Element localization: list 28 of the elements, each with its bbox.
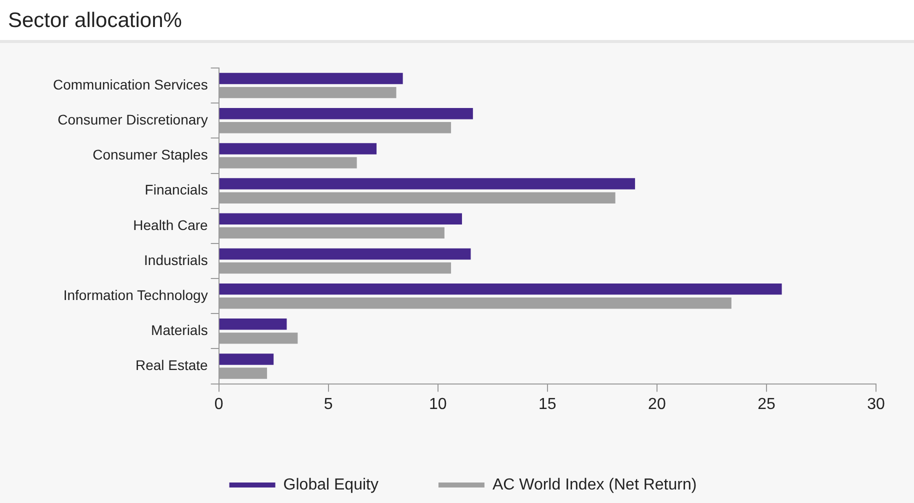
bar	[219, 283, 782, 295]
bar	[219, 72, 403, 84]
y-tick-label: Real Estate	[135, 357, 208, 374]
x-tick-label: 30	[867, 396, 885, 413]
y-tick-label: Health Care	[133, 216, 208, 233]
x-tick-label: 10	[428, 396, 447, 413]
bar	[219, 143, 377, 154]
bar	[219, 178, 636, 190]
legend-label: AC World Index (Net Return)	[492, 476, 697, 494]
bar	[219, 248, 471, 260]
x-tick-label: 20	[648, 396, 666, 413]
bar	[219, 213, 462, 224]
y-tick-label: Financials	[144, 182, 208, 198]
x-tick-label: 15	[538, 396, 556, 413]
y-tick-label: Consumer Discretionary	[58, 111, 208, 128]
chart-title: Sector allocation%	[0, 0, 914, 43]
y-tick-label: Communication Services	[52, 76, 208, 92]
bar	[219, 354, 274, 365]
bar	[219, 318, 287, 330]
y-tick-label: Materials	[151, 322, 208, 338]
bar	[219, 108, 473, 120]
y-tick-label: Consumer Staples	[92, 146, 208, 163]
y-tick-label: Industrials	[144, 252, 208, 268]
y-tick-label: Information Technology	[63, 286, 208, 303]
x-tick-label: 0	[214, 396, 224, 413]
x-tick-label: 25	[758, 396, 776, 413]
x-tick-label: 5	[324, 396, 333, 413]
legend-label: Global Equity	[283, 476, 378, 494]
